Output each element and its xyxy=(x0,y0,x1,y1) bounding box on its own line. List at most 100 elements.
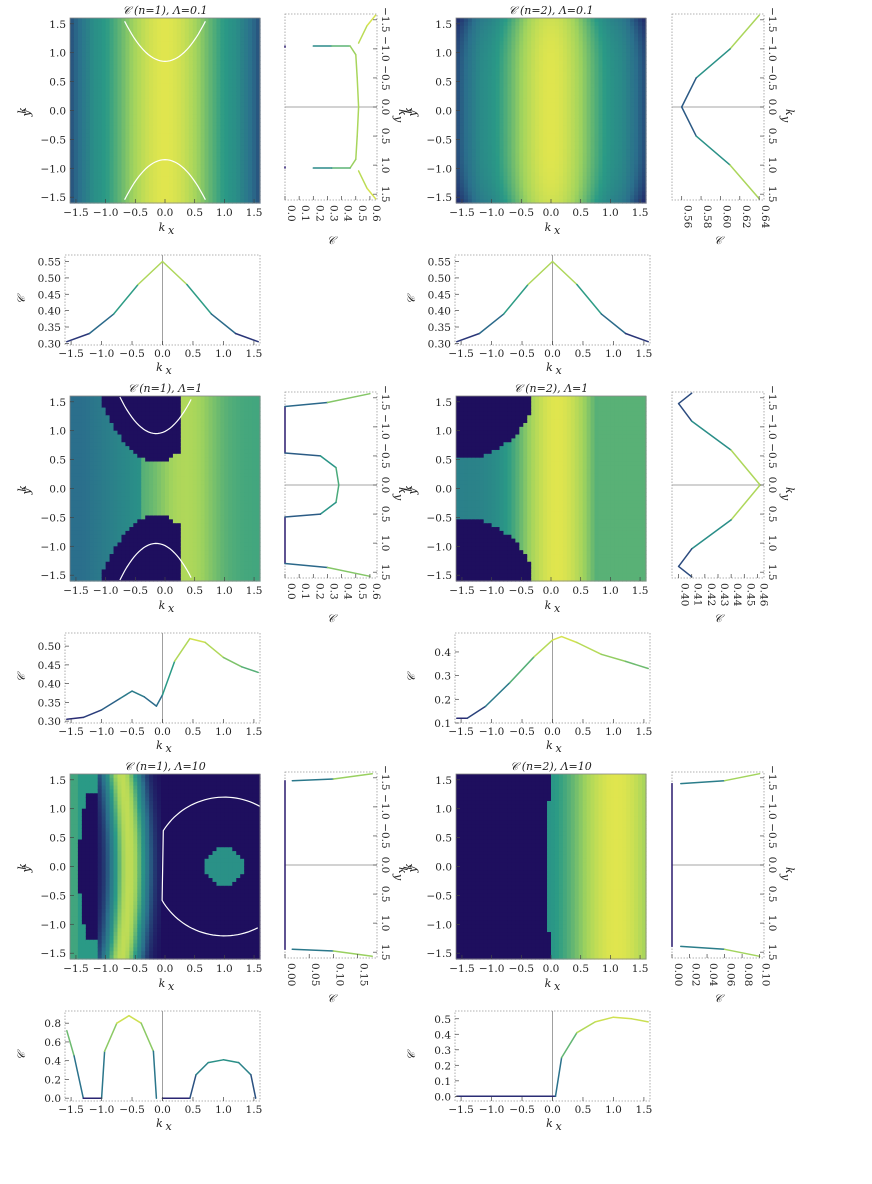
heatmap-cell xyxy=(145,64,150,69)
heatmap-cell xyxy=(507,52,513,58)
heatmap-cell xyxy=(256,98,261,104)
heatmap-cell xyxy=(212,29,218,35)
heatmap-cell xyxy=(463,44,469,50)
heatmap-cell xyxy=(642,176,647,181)
heatmap-cell xyxy=(81,98,87,104)
heatmap-cell xyxy=(602,25,608,31)
heatmap-cell xyxy=(176,75,182,81)
x-tick-label: 0.5 xyxy=(572,207,589,219)
heatmap-cell xyxy=(165,106,170,112)
heatmap-cell xyxy=(606,64,611,69)
heatmap-cell xyxy=(212,52,218,58)
heatmap-cell xyxy=(184,102,190,108)
heatmap-cell xyxy=(228,52,233,58)
heatmap-cell xyxy=(180,56,186,61)
heatmap-cell xyxy=(105,75,111,81)
heatmap-cell xyxy=(626,25,631,31)
heatmap-cell xyxy=(176,122,182,127)
heatmap-cell xyxy=(503,133,509,139)
heatmap-cell xyxy=(240,52,245,58)
heatmap-cell xyxy=(85,137,91,142)
heatmap-cell xyxy=(77,152,83,158)
heatmap-cell xyxy=(256,29,261,35)
heatmap-cell xyxy=(70,18,75,23)
heatmap-cell xyxy=(499,25,505,31)
heatmap-cell xyxy=(70,133,75,139)
heatmap-cell xyxy=(543,172,548,177)
heatmap-cell xyxy=(77,164,83,169)
heatmap-cell xyxy=(602,21,608,27)
heatmap-cell xyxy=(582,91,588,96)
heatmap-cell xyxy=(70,52,75,58)
heatmap-cell xyxy=(574,195,580,200)
heatmap-cell xyxy=(479,187,485,193)
heatmap-cell xyxy=(208,37,214,42)
heatmap-cell xyxy=(220,29,225,35)
heatmap-cell xyxy=(535,187,540,193)
series-segment xyxy=(349,158,357,169)
heatmap-cell xyxy=(519,168,524,173)
heatmap-cell xyxy=(642,122,647,127)
heatmap-cell xyxy=(558,60,564,65)
heatmap-cell xyxy=(236,187,241,193)
heatmap-cell xyxy=(153,29,158,35)
heatmap-cell xyxy=(81,133,87,139)
heatmap-cell xyxy=(590,102,596,108)
heatmap-cell xyxy=(192,102,198,108)
heatmap-cell xyxy=(551,18,556,23)
heatmap-cell xyxy=(535,168,540,173)
heatmap-cell xyxy=(180,83,186,88)
heatmap-cell xyxy=(578,141,584,146)
heatmap-cell xyxy=(566,48,572,54)
heatmap-cell xyxy=(129,18,134,23)
heatmap-cell xyxy=(149,156,154,162)
heatmap-cell xyxy=(168,122,174,127)
heatmap-cell xyxy=(630,118,635,123)
heatmap-cell xyxy=(491,37,497,42)
heatmap-cell xyxy=(491,125,497,131)
heatmap-cell xyxy=(602,149,608,154)
heatmap-cell xyxy=(168,172,174,177)
heatmap-cell xyxy=(145,79,150,85)
heatmap-cell xyxy=(252,21,257,27)
heatmap-cell xyxy=(77,461,83,466)
heatmap-cell xyxy=(554,79,560,85)
heatmap-cell xyxy=(180,179,186,185)
heatmap-cell xyxy=(638,110,643,115)
heatmap-cell xyxy=(85,25,91,31)
heatmap-cell xyxy=(547,44,552,50)
heatmap-cell xyxy=(503,21,509,27)
heatmap-cell xyxy=(85,187,91,193)
heatmap-cell xyxy=(176,160,182,166)
heatmap-cell xyxy=(153,48,158,54)
heatmap-cell xyxy=(531,106,536,112)
heatmap-cell xyxy=(137,114,142,119)
heatmap-cell xyxy=(145,44,150,50)
heatmap-cell xyxy=(196,141,202,146)
heatmap-cell xyxy=(73,488,79,493)
heatmap-cell xyxy=(117,64,123,69)
heatmap-cell xyxy=(495,164,501,169)
heatmap-cell xyxy=(471,75,477,81)
heatmap-cell xyxy=(73,110,79,115)
heatmap-cell xyxy=(93,91,99,96)
heatmap-cell xyxy=(176,33,182,38)
heatmap-cell xyxy=(125,102,130,108)
heatmap-cell xyxy=(70,438,75,443)
heatmap-cell xyxy=(137,64,142,69)
heatmap-cell xyxy=(137,160,142,166)
heatmap-cell xyxy=(630,129,635,135)
heatmap-cell xyxy=(467,129,473,135)
heatmap-cell xyxy=(141,176,146,181)
heatmap-cell xyxy=(602,141,608,146)
heatmap-cell xyxy=(618,37,623,42)
heatmap-cell xyxy=(590,160,596,166)
heatmap-cell xyxy=(574,152,580,158)
heatmap-cell xyxy=(121,149,127,154)
heatmap-cell xyxy=(507,68,513,73)
heatmap-cell xyxy=(133,187,138,193)
heatmap-cell xyxy=(543,152,548,158)
heatmap-cell xyxy=(590,133,596,139)
heatmap-cell xyxy=(244,64,249,69)
heatmap-cell xyxy=(638,83,643,88)
